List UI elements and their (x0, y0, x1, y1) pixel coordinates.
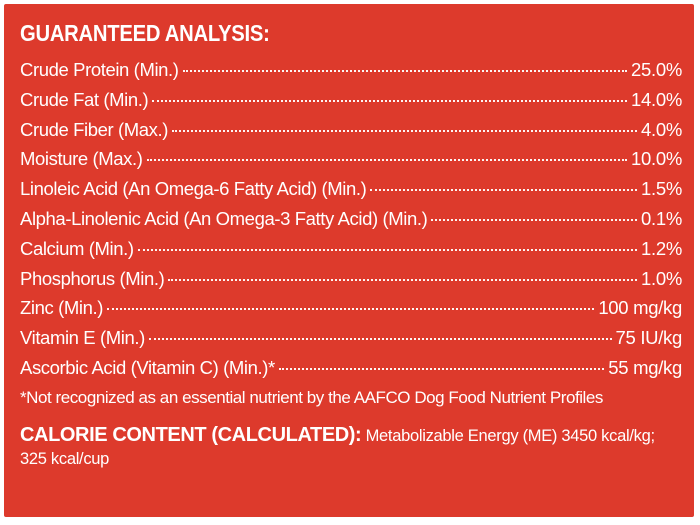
nutrient-value: 75 IU/kg (615, 327, 683, 349)
nutrient-value: 55 mg/kg (608, 356, 682, 378)
nutrient-value: 25.0% (631, 59, 682, 80)
analysis-row-alpha-linolenic-acid: Alpha-Linolenic Acid (An Omega-3 Fatty A… (20, 204, 682, 234)
nutrient-name: Crude Fiber (Max.) (20, 118, 169, 140)
nutrient-name: Vitamin E (Min.) (20, 327, 145, 349)
calorie-text: Metabolizable Energy (ME) 3450 kcal/kg; … (20, 426, 655, 468)
analysis-heading: GUARANTEED ANALYSIS: (20, 20, 270, 46)
guaranteed-analysis-panel: GUARANTEED ANALYSIS: Crude Protein (Min.… (4, 4, 694, 517)
dot-leader (106, 308, 595, 311)
analysis-row-crude-fat: Crude Fat (Min.) 14.0% (20, 85, 682, 115)
analysis-row-ascorbic-acid: Ascorbic Acid (Vitamin C) (Min.)* 55 mg/… (20, 353, 682, 383)
dot-leader (172, 129, 638, 132)
dot-leader (152, 99, 628, 102)
nutrient-value: 1.2% (641, 237, 682, 259)
nutrient-value: 1.5% (641, 178, 682, 200)
nutrient-name: Alpha-Linolenic Acid (An Omega-3 Fatty A… (20, 207, 428, 229)
nutrient-value: 0.1% (641, 207, 682, 229)
nutrient-value: 10.0% (631, 148, 682, 170)
calorie-content: CALORIE CONTENT (CALCULATED): Metaboliza… (20, 424, 682, 471)
analysis-row-phosphorus: Phosphorus (Min.) 1.0% (20, 264, 682, 294)
dot-leader (146, 159, 628, 162)
nutrient-value: 4.0% (641, 118, 682, 140)
dot-leader (182, 70, 628, 72)
nutrient-value: 100 mg/kg (598, 297, 682, 319)
dot-leader (278, 367, 605, 370)
nutrient-name: Ascorbic Acid (Vitamin C) (Min.)* (20, 356, 275, 378)
analysis-row-crude-fiber: Crude Fiber (Max.) 4.0% (20, 115, 682, 145)
analysis-row-zinc: Zinc (Min.) 100 mg/kg (20, 293, 682, 323)
dot-leader (431, 218, 638, 221)
nutrient-name: Linoleic Acid (An Omega-6 Fatty Acid) (M… (20, 178, 367, 200)
nutrient-value: 14.0% (631, 88, 682, 110)
analysis-row-vitamin-e: Vitamin E (Min.) 75 IU/kg (20, 323, 682, 353)
nutrient-name: Moisture (Max.) (20, 148, 143, 170)
nutrient-name: Crude Fat (Min.) (20, 88, 149, 110)
nutrient-name: Crude Protein (Min.) (20, 59, 179, 80)
dot-leader (370, 189, 638, 192)
dot-leader (148, 338, 612, 341)
dot-leader (168, 278, 638, 281)
aafco-footnote: *Not recognized as an essential nutrient… (20, 387, 603, 407)
nutrient-name: Phosphorus (Min.) (20, 267, 165, 289)
analysis-row-crude-protein: Crude Protein (Min.) 25.0% (20, 55, 682, 85)
analysis-row-linoleic-acid: Linoleic Acid (An Omega-6 Fatty Acid) (M… (20, 174, 682, 204)
calorie-heading: CALORIE CONTENT (CALCULATED): (20, 423, 362, 446)
analysis-list: Crude Protein (Min.) 25.0% Crude Fat (Mi… (20, 55, 682, 383)
nutrient-name: Calcium (Min.) (20, 237, 134, 259)
nutrient-value: 1.0% (641, 267, 682, 289)
analysis-row-moisture: Moisture (Max.) 10.0% (20, 144, 682, 174)
nutrient-name: Zinc (Min.) (20, 297, 103, 319)
analysis-row-calcium: Calcium (Min.) 1.2% (20, 234, 682, 264)
dot-leader (137, 248, 638, 251)
